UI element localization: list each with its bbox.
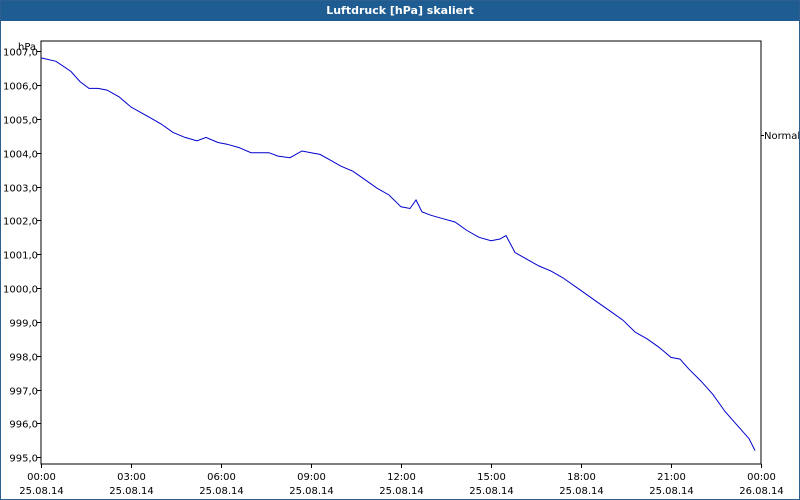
y-tick-label: 1005,0	[3, 116, 38, 127]
axes	[37, 40, 764, 468]
x-tick-date: 25.08.14	[649, 486, 694, 497]
y-tick-label: 1001,0	[3, 251, 38, 262]
x-tick-time: 18:00	[567, 472, 596, 483]
window-title: Luftdruck [hPa] skaliert	[1, 1, 799, 21]
x-tick-time: 12:00	[387, 472, 416, 483]
y-tick-label: 1003,0	[3, 184, 38, 195]
x-tick-date: 25.08.14	[109, 486, 154, 497]
y-tick-label: 1004,0	[3, 150, 38, 161]
y-tick-label: 1006,0	[3, 82, 38, 93]
x-tick-date: 26.08.14	[739, 486, 784, 497]
x-tick-date: 25.08.14	[199, 486, 244, 497]
x-tick-time: 00:00	[27, 472, 56, 483]
x-tick-labels: 00:00 25.08.14 03:00 25.08.14 06:00 25.08.14 0…	[19, 472, 784, 497]
y-tick-label: 995,0	[9, 454, 38, 465]
x-tick-date: 25.08.14	[559, 486, 604, 497]
y-tick-label: 997,0	[9, 387, 38, 398]
x-tick-time: 09:00	[297, 472, 326, 483]
y-tick-label: 999,0	[9, 319, 38, 330]
plot-area	[40, 40, 762, 465]
x-tick-time: 21:00	[657, 472, 686, 483]
x-tick-date: 25.08.14	[289, 486, 334, 497]
x-tick-time: 03:00	[117, 472, 146, 483]
y-tick-labels: 1007,0 1006,0 1005,0 1004,0 1003,0 1002,0 1001…	[3, 48, 38, 465]
y-tick-label: 996,0	[9, 420, 38, 431]
reference-label: Normal	[764, 131, 799, 142]
x-tick-date: 25.08.14	[19, 486, 64, 497]
y-tick-label: 1002,0	[3, 217, 38, 228]
x-tick-time: 15:00	[477, 472, 506, 483]
y-axis-label: hPa	[18, 42, 36, 53]
y-tick-label: 1007,0	[3, 48, 38, 59]
x-tick-date: 25.08.14	[379, 486, 424, 497]
y-tick-label: 998,0	[9, 353, 38, 364]
x-tick-time: 06:00	[207, 472, 236, 483]
x-tick-date: 25.08.14	[469, 486, 514, 497]
pressure-series-line	[40, 57, 756, 451]
y-tick-label: 1000,0	[3, 285, 38, 296]
x-tick-time: 00:00	[747, 472, 776, 483]
